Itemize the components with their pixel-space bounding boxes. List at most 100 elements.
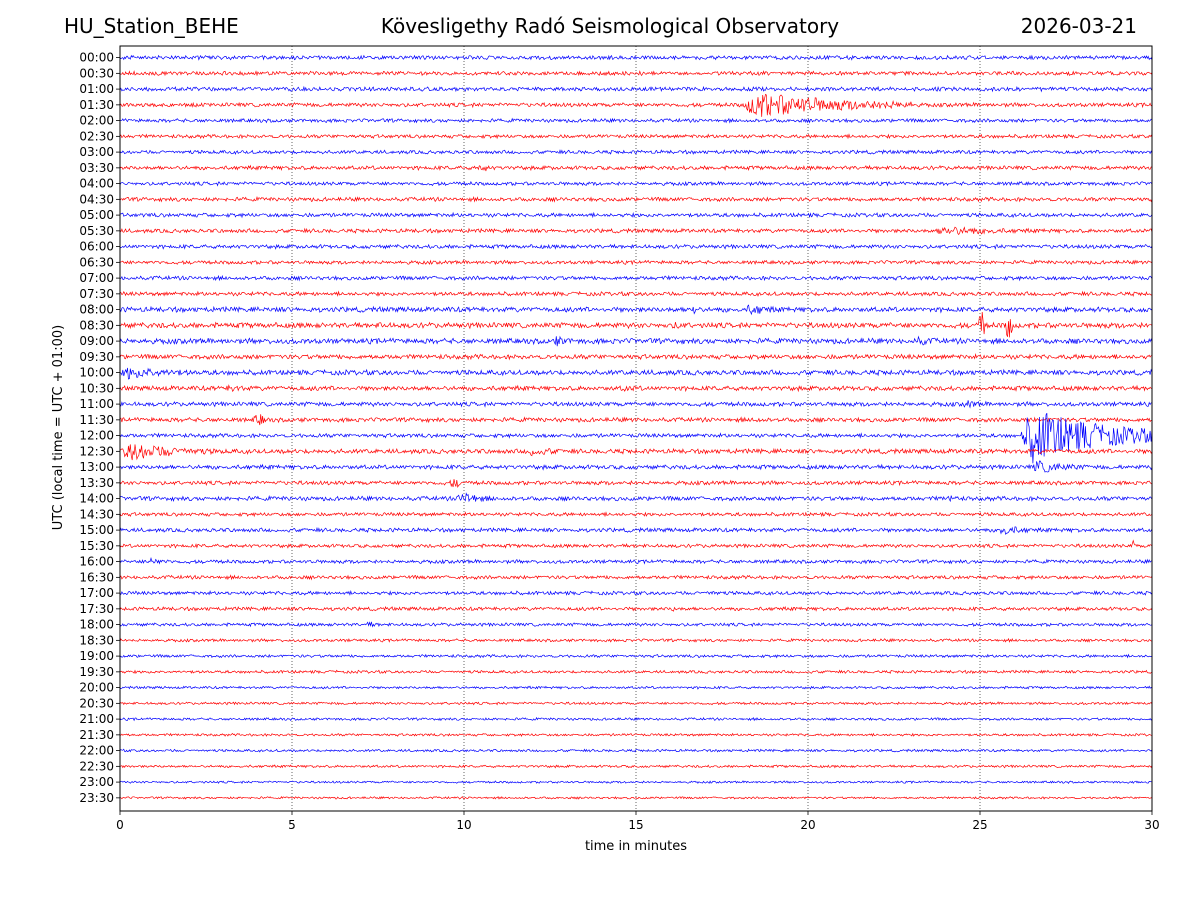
y-tick-label: 12:30 [79, 444, 114, 458]
trace-1030 [119, 384, 1153, 393]
trace-1530 [119, 539, 1153, 549]
y-tick-label: 00:00 [79, 51, 114, 65]
y-tick-label: 15:00 [79, 523, 114, 537]
x-tick-label: 20 [800, 818, 815, 832]
x-axis-label: time in minutes [585, 839, 687, 854]
trace-1300 [119, 460, 1153, 473]
trace-2130 [119, 732, 1153, 737]
trace-1000 [119, 367, 1153, 380]
y-tick-label: 22:30 [79, 759, 114, 773]
trace-0300 [119, 149, 1153, 155]
trace-0030 [119, 70, 1153, 77]
x-tick-label: 5 [288, 818, 296, 832]
y-tick-label: 12:00 [79, 429, 114, 443]
y-tick-label: 11:30 [79, 413, 114, 427]
x-tick-label: 15 [628, 818, 643, 832]
trace-1700 [119, 590, 1153, 596]
y-tick-label: 05:30 [79, 224, 114, 238]
trace-2200 [119, 748, 1153, 753]
x-tick-label: 10 [456, 818, 471, 832]
x-tick-label: 0 [116, 818, 124, 832]
trace-0930 [119, 353, 1152, 361]
trace-1600 [119, 557, 1153, 565]
trace-0730 [119, 290, 1153, 297]
trace-2300 [119, 780, 1153, 785]
trace-1730 [119, 605, 1153, 612]
y-tick-label: 11:00 [79, 397, 114, 411]
trace-1330 [119, 479, 1153, 489]
y-tick-label: 07:00 [79, 271, 114, 285]
y-tick-label: 10:30 [79, 381, 114, 395]
y-tick-label: 01:30 [79, 98, 114, 112]
trace-0330 [119, 164, 1152, 172]
trace-2030 [119, 701, 1153, 706]
x-tick-label: 25 [972, 818, 987, 832]
trace-1230 [119, 444, 1153, 461]
y-tick-label: 19:30 [79, 665, 114, 679]
y-tick-label: 13:00 [79, 460, 114, 474]
y-tick-label: 20:30 [79, 696, 114, 710]
trace-0530 [119, 226, 1153, 236]
trace-1900 [119, 653, 1153, 659]
y-tick-label: 03:30 [79, 161, 114, 175]
trace-0200 [119, 117, 1153, 124]
y-tick-label: 07:30 [79, 287, 114, 301]
y-tick-label: 01:00 [79, 82, 114, 96]
y-tick-label: 06:00 [79, 240, 114, 254]
trace-0400 [119, 180, 1153, 187]
y-tick-label: 05:00 [79, 208, 114, 222]
trace-1130 [119, 414, 1153, 426]
trace-0230 [119, 133, 1153, 140]
y-tick-label: 18:00 [79, 618, 114, 632]
y-tick-label: 04:00 [79, 177, 114, 191]
y-tick-label: 15:30 [79, 539, 114, 553]
y-tick-label: 17:30 [79, 602, 114, 616]
trace-0130 [119, 93, 1153, 117]
y-tick-label: 10:00 [79, 366, 114, 380]
y-tick-label: 14:30 [79, 507, 114, 521]
y-tick-label: 13:30 [79, 476, 114, 490]
y-tick-label: 21:30 [79, 728, 114, 742]
y-tick-label: 02:30 [79, 129, 114, 143]
trace-0430 [119, 195, 1153, 203]
y-tick-label: 02:00 [79, 114, 114, 128]
y-tick-label: 20:00 [79, 681, 114, 695]
trace-0800 [119, 304, 1153, 316]
trace-1100 [119, 400, 1153, 409]
trace-2230 [119, 764, 1153, 769]
trace-1430 [119, 511, 1153, 518]
record-date: 2026-03-21 [1020, 14, 1137, 38]
trace-0500 [119, 211, 1153, 219]
trace-0830 [119, 311, 1153, 338]
y-tick-label: 17:00 [79, 586, 114, 600]
y-tick-label: 04:30 [79, 192, 114, 206]
trace-1500 [119, 526, 1153, 535]
trace-0630 [119, 259, 1153, 266]
y-tick-label: 14:00 [79, 492, 114, 506]
trace-1930 [119, 669, 1153, 675]
y-tick-label: 16:30 [79, 570, 114, 584]
y-tick-label: 03:00 [79, 145, 114, 159]
y-tick-label: 18:30 [79, 633, 114, 647]
trace-1400 [119, 492, 1153, 503]
trace-2100 [119, 716, 1153, 722]
trace-0700 [119, 274, 1153, 282]
trace-1200 [119, 412, 1153, 464]
trace-0900 [119, 335, 1153, 347]
y-tick-label: 19:00 [79, 649, 114, 663]
y-tick-label: 23:30 [79, 791, 114, 805]
trace-0000 [119, 54, 1153, 61]
station-name: HU_Station_BEHE [64, 14, 239, 38]
y-tick-label: 16:00 [79, 555, 114, 569]
trace-1630 [119, 574, 1153, 581]
y-tick-label: 22:00 [79, 744, 114, 758]
y-tick-label: 08:00 [79, 303, 114, 317]
trace-2330 [119, 796, 1153, 800]
y-tick-label: 08:30 [79, 318, 114, 332]
trace-0600 [119, 243, 1153, 250]
y-axis-label: UTC (local time = UTC + 01:00) [51, 325, 66, 530]
trace-1830 [119, 637, 1153, 643]
y-tick-label: 09:00 [79, 334, 114, 348]
observatory-title: Kövesligethy Radó Seismological Observat… [380, 14, 840, 38]
